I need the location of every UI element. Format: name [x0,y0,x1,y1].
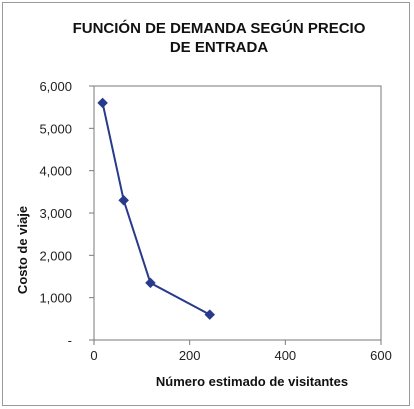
y-tick-label: 4,000 [39,164,72,179]
y-tick-label: 5,000 [39,121,72,136]
y-tick-label: 2,000 [39,248,72,263]
y-tick-label: - [68,333,72,348]
data-point-marker [145,277,156,289]
chart-title-line-1: FUNCIÓN DE DEMANDA SEGÚN PRECIO [73,19,366,37]
x-tick-label: 0 [90,348,97,363]
chart-title-line-2: DE ENTRADA [170,39,269,56]
y-tick-label: 6,000 [39,79,72,94]
data-point-marker [97,97,108,109]
x-axis-title: Número estimado de visitantes [156,374,348,389]
series-line [101,102,211,316]
chart-frame [2,2,410,406]
x-tick-label: 600 [370,348,392,363]
data-point-marker [204,309,216,320]
x-tick-label: 400 [274,348,296,363]
y-axis-title: Costo de viaje [15,206,30,294]
x-tick-label: 200 [179,348,201,363]
y-tick-label: 1,000 [39,291,72,306]
plot-area [93,85,382,341]
data-point-marker [118,194,130,206]
y-tick-label: 3,000 [39,206,72,221]
